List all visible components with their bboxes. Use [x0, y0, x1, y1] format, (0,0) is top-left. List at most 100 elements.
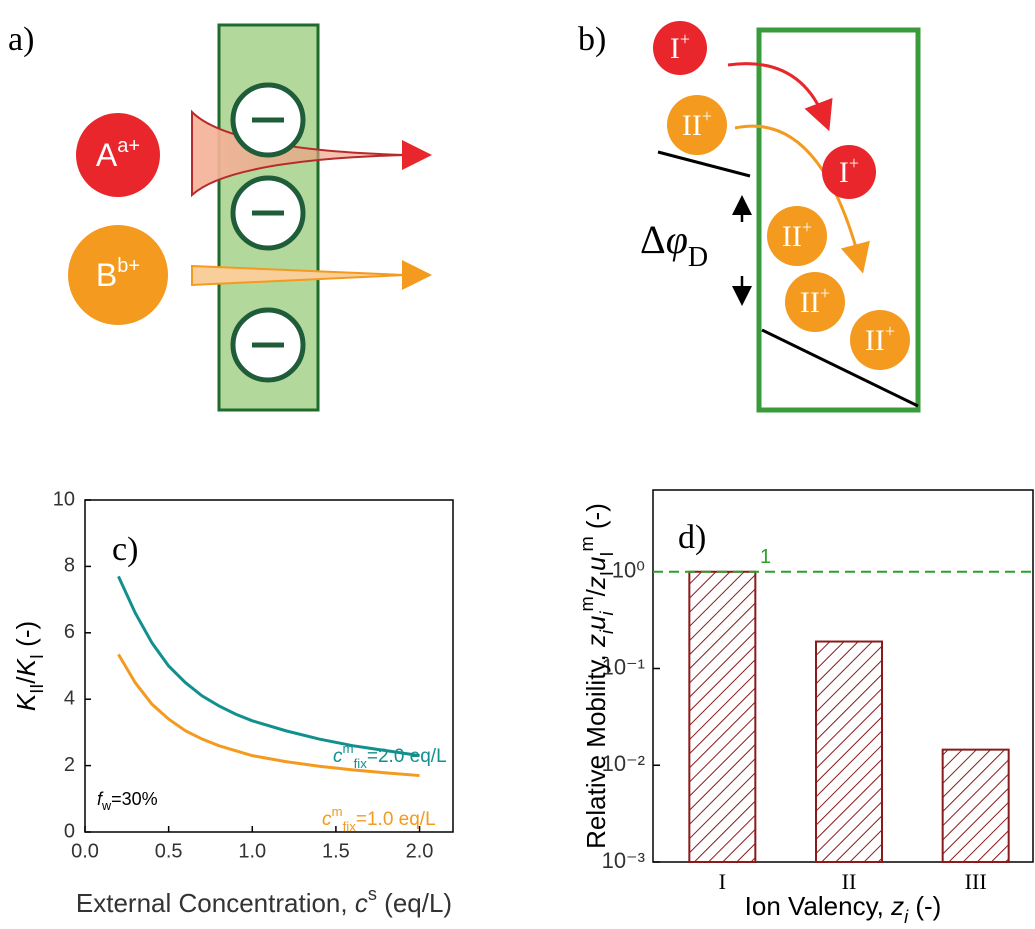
y-tick-label: 10⁻¹ [602, 654, 645, 679]
ions: I+I+II+II+II+II+ [653, 21, 910, 370]
ion [785, 272, 845, 332]
potential-label: ΔφD [640, 217, 708, 273]
ion-symbol: B [96, 257, 117, 293]
ion [76, 113, 160, 197]
x-tick-label: III [965, 869, 987, 894]
text-part: z [890, 891, 904, 921]
ion-label: I+ [839, 153, 859, 189]
ion-symbol: II [782, 220, 802, 253]
text-part: I [27, 654, 47, 659]
bar [815, 640, 883, 864]
text-part: =1.0 eq/L [356, 809, 436, 830]
text-part: / [581, 588, 611, 596]
text-part: u [581, 557, 611, 571]
series-label: cmfix=1.0 eq/L [322, 804, 436, 834]
ion-label: I+ [670, 29, 690, 65]
ion [850, 310, 910, 370]
text-part: u [581, 616, 611, 630]
text-part: φ [666, 217, 688, 262]
ion-symbol: I [839, 156, 849, 189]
text-part: m [343, 741, 354, 756]
text-part: K [11, 692, 41, 711]
x-tick-label: I [719, 869, 726, 894]
ion [822, 145, 876, 199]
x-tick-label: 1.5 [322, 840, 350, 862]
ion-charge: + [885, 321, 895, 341]
x-tick-label: 0.0 [71, 840, 99, 862]
text-part: (-) [908, 891, 941, 921]
bar [941, 748, 1010, 864]
text-part: K [11, 657, 41, 676]
x-axis-label: External Concentration, cs (eq/L) [76, 884, 452, 918]
panel-label: c) [112, 531, 138, 568]
ion-symbol: I [670, 32, 680, 65]
text-part: c [355, 888, 368, 918]
text-part: =30% [111, 789, 158, 809]
ion-symbol: II [682, 109, 702, 142]
ion-label: II+ [865, 321, 895, 357]
ion-charge: b+ [117, 255, 140, 277]
y-tick-label: 10⁰ [612, 558, 645, 583]
text-part: z [581, 634, 611, 648]
text-part: Relative Mobility, [581, 647, 611, 849]
panel-b: b) ΔφD I+I+II+II+II+II+ [578, 21, 921, 413]
series-line [117, 653, 420, 778]
panel-label: d) [678, 519, 706, 556]
text-part: I [597, 552, 617, 557]
y-tick-label: 10 [53, 488, 75, 510]
text-part: c [322, 809, 332, 830]
ion-label: II+ [782, 217, 812, 253]
text-part: Ion Valency, [745, 891, 891, 921]
ion-label: II+ [682, 106, 712, 142]
reference-label: 1 [760, 546, 771, 568]
plot-frame [84, 499, 454, 833]
text-part: I [597, 571, 617, 576]
fixed-charges [230, 82, 306, 383]
ion [667, 95, 727, 155]
y-tick-label: 10⁻² [602, 751, 645, 776]
text-part: / [11, 676, 41, 684]
text-part: i [904, 907, 909, 927]
y-tick-label: 6 [64, 621, 75, 643]
potential-line [761, 328, 919, 408]
bar [688, 570, 757, 863]
text-part: s [368, 884, 377, 904]
panel-a: a) Aa+ Bb+ [8, 21, 432, 412]
ion-charge: + [802, 217, 812, 237]
x-axis-label: Ion Valency, zi (-) [745, 891, 942, 927]
text-part: i [597, 629, 617, 634]
panel-label: a) [8, 21, 34, 58]
ion [68, 225, 168, 325]
text-part: f [97, 789, 104, 809]
text-part: (eq/L) [377, 888, 452, 918]
text-part: Δ [640, 217, 666, 262]
note: fw=30% [97, 789, 158, 814]
text-part: =2.0 eq/L [367, 746, 447, 767]
text-part: z [581, 576, 611, 590]
panel-label: b) [578, 21, 606, 58]
text-part: (-) [581, 503, 611, 536]
y-tick-label: 0 [64, 820, 75, 842]
ion-charge: + [849, 153, 859, 173]
x-tick-label: II [842, 869, 857, 894]
text-part: External Concentration, [76, 888, 355, 918]
text-part: fix [343, 819, 357, 834]
series-line [117, 575, 420, 758]
x-tick-label: 2.0 [406, 840, 434, 862]
x-tick-label: 0.5 [155, 840, 183, 862]
text-part: fix [354, 756, 368, 771]
ion-label: II+ [800, 283, 830, 319]
y-tick-label: 8 [64, 555, 75, 577]
y-tick-label: 2 [64, 754, 75, 776]
ion-symbol: II [865, 324, 885, 357]
potential-line [657, 150, 751, 178]
ion-charge: + [680, 29, 690, 49]
ion-charge: a+ [117, 135, 140, 157]
ion-symbol: II [800, 286, 820, 319]
arrow [727, 62, 833, 132]
membrane [756, 27, 921, 413]
ion [767, 206, 827, 266]
text-part: w [101, 799, 112, 813]
